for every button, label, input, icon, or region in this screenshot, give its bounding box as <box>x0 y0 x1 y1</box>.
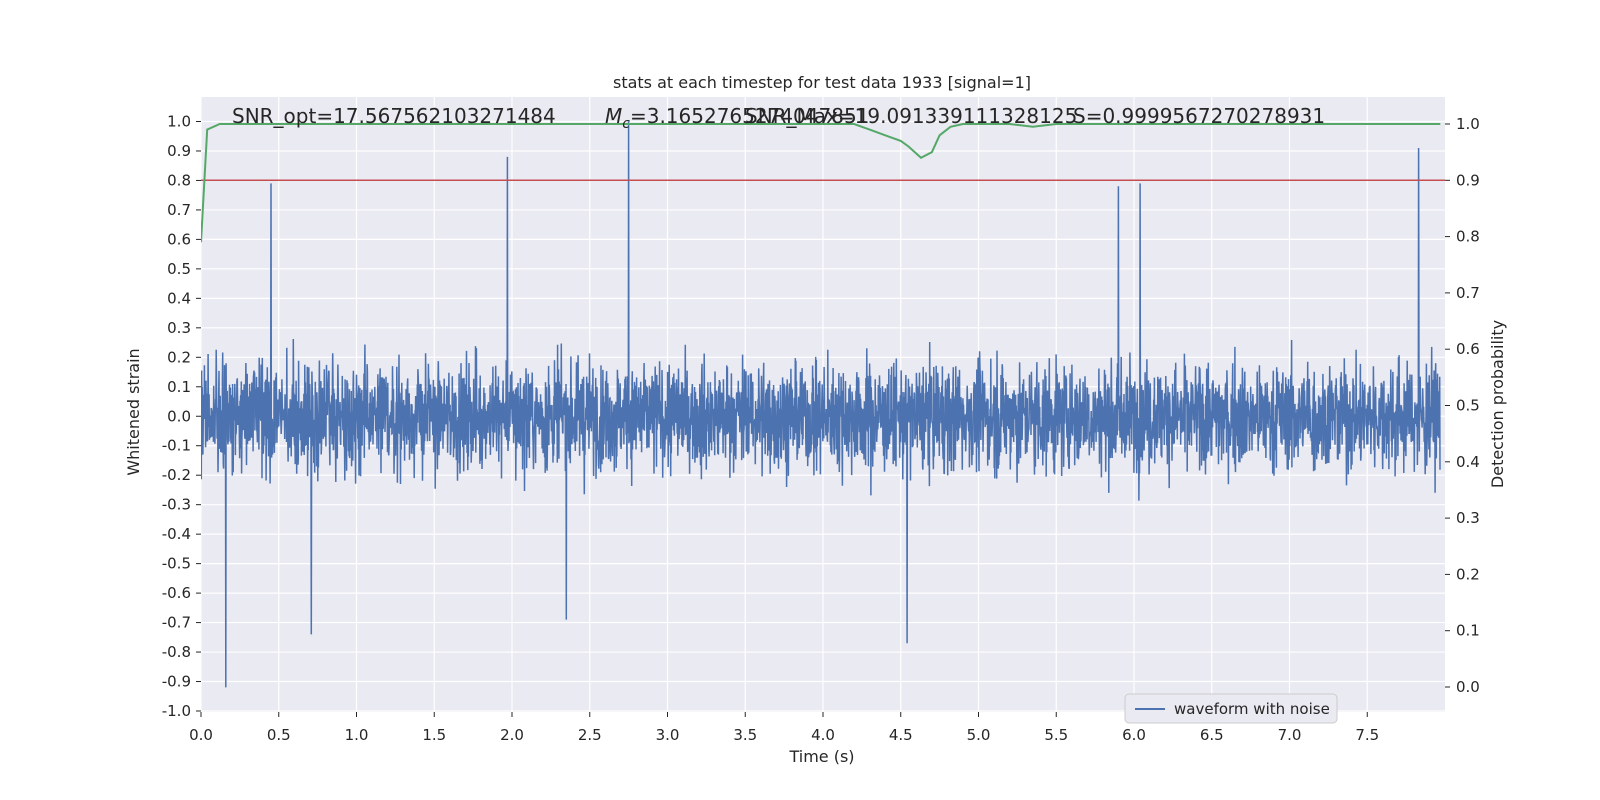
x-tick-label: 6.5 <box>1200 726 1224 744</box>
x-tick-label: 1.0 <box>345 726 369 744</box>
y2-tick-label: 0.1 <box>1456 622 1480 640</box>
detection-probability-line <box>201 123 1441 243</box>
y-tick-label: -0.2 <box>162 466 191 484</box>
y2-tick-label: 0.2 <box>1456 565 1480 583</box>
y2-tick-label: 0.0 <box>1456 678 1480 696</box>
y2-tick-label: 0.5 <box>1456 397 1480 415</box>
annotation-chirp-mass: Mc=3.1652765274047851 <box>605 104 869 132</box>
annotation-snr-max: SNR_Max=19.091339111328125 <box>745 104 1077 128</box>
y-tick-label: 0.2 <box>167 348 191 366</box>
x-tick-label: 7.0 <box>1278 726 1302 744</box>
x-tick-label: 0.5 <box>267 726 291 744</box>
y-tick-label: 0.4 <box>167 289 191 307</box>
chart-title: stats at each timestep for test data 193… <box>613 73 1031 92</box>
annotation-chirp-mass-subscript: c <box>622 116 630 132</box>
y-tick-label: -0.6 <box>162 584 191 602</box>
legend-box <box>1124 693 1338 724</box>
y-tick-label: 0.7 <box>167 201 191 219</box>
y-tick-label: -0.9 <box>162 673 191 691</box>
y-tick-label: -0.3 <box>162 496 191 514</box>
x-tick-label: 2.5 <box>578 726 602 744</box>
y-tick-label: 0.9 <box>167 142 191 160</box>
legend: waveform with noise <box>1124 693 1338 724</box>
x-tick-labels: 0.0 0.5 1.0 1.5 2.0 2.5 3.0 3.5 4.0 4.5 5.0 5.5 6.0 6… <box>189 712 1379 744</box>
x-tick-label: 7.5 <box>1355 726 1379 744</box>
y-tick-label: 0.8 <box>167 171 191 189</box>
y-tick-label: -0.7 <box>162 614 191 632</box>
x-tick-label: 0.0 <box>189 726 213 744</box>
x-tick-label: 3.0 <box>656 726 680 744</box>
y-tick-label: -0.8 <box>162 643 191 661</box>
y2-tick-label: 0.8 <box>1456 228 1480 246</box>
y2-tick-label: 0.6 <box>1456 340 1480 358</box>
x-tick-label: 6.0 <box>1122 726 1146 744</box>
y-tick-label: -1.0 <box>162 702 191 720</box>
y2-tick-label: 1.0 <box>1456 115 1480 133</box>
y-tick-label: -0.5 <box>162 555 191 573</box>
x-axis-label: Time (s) <box>788 747 854 766</box>
y-tick-label: -0.1 <box>162 437 191 455</box>
x-tick-label: 3.5 <box>733 726 757 744</box>
y2-axis-label: Detection probability <box>1488 320 1507 488</box>
y-axis-label: Whitened strain <box>124 348 143 475</box>
y2-tick-label: 0.4 <box>1456 453 1480 471</box>
x-tick-label: 4.0 <box>811 726 835 744</box>
y2-tick-labels: 1.0 0.9 0.8 0.7 0.6 0.5 0.4 0.3 0.2 0.1 0.0 <box>1445 115 1480 696</box>
y-tick-label: -0.4 <box>162 525 191 543</box>
annotation-snr-opt: SNR_opt=17.567562103271484 <box>232 104 556 128</box>
x-tick-label: 2.0 <box>500 726 524 744</box>
y2-tick-label: 0.7 <box>1456 284 1480 302</box>
y-tick-label: 0.5 <box>167 260 191 278</box>
y2-tick-label: 0.3 <box>1456 509 1480 527</box>
annotation-s-value: S=0.9999567270278931 <box>1073 104 1325 128</box>
y-tick-label: 0.1 <box>167 378 191 396</box>
waveform-series-line <box>201 121 1441 688</box>
y2-tick-label: 0.9 <box>1456 171 1480 189</box>
x-tick-label: 4.5 <box>889 726 913 744</box>
y-tick-label: 1.0 <box>167 113 191 131</box>
x-tick-label: 1.5 <box>422 726 446 744</box>
annotation-chirp-mass-value: =3.1652765274047851 <box>630 104 869 128</box>
y-tick-label: 0.0 <box>167 407 191 425</box>
y-tick-label: 0.6 <box>167 230 191 248</box>
legend-entry-waveform: waveform with noise <box>1174 700 1330 718</box>
x-tick-label: 5.0 <box>967 726 991 744</box>
y-tick-labels: 1.0 0.9 0.8 0.7 0.6 0.5 0.4 0.3 0.2 0.1 0.0 -0.1 -0.… <box>162 113 201 720</box>
y-tick-label: 0.3 <box>167 319 191 337</box>
annotation-chirp-mass-symbol: M <box>605 104 622 128</box>
x-tick-label: 5.5 <box>1044 726 1068 744</box>
